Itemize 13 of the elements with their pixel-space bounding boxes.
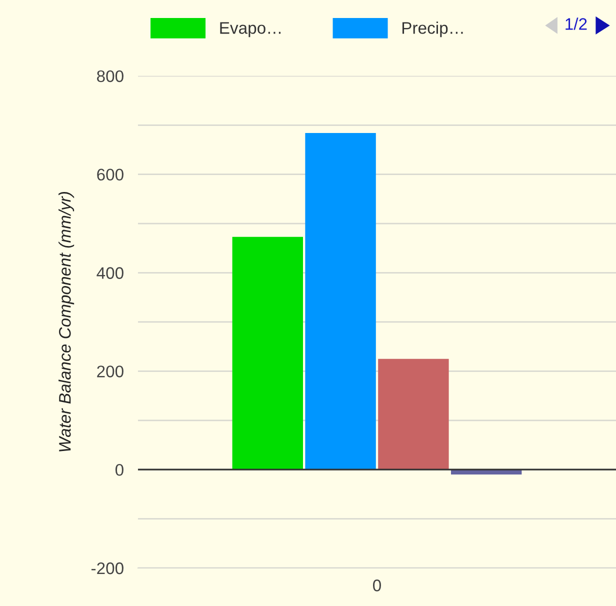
- legend-label: Precip…: [402, 22, 463, 38]
- y-tick-label: 400: [96, 267, 124, 279]
- y-axis-title: Water Balance Component (mm/yr): [58, 192, 74, 452]
- y-tick-label: 0: [115, 464, 124, 476]
- bar: [305, 133, 376, 470]
- y-tick-label: 600: [97, 168, 124, 181]
- bar: [378, 358, 449, 470]
- bar: [232, 236, 303, 470]
- y-tick-label: -200: [91, 562, 124, 574]
- y-tick-label: 800: [97, 70, 124, 82]
- y-tick-label: 200: [97, 366, 124, 378]
- text: 1/2: [566, 18, 587, 30]
- legend-label: Evapo…: [220, 22, 281, 38]
